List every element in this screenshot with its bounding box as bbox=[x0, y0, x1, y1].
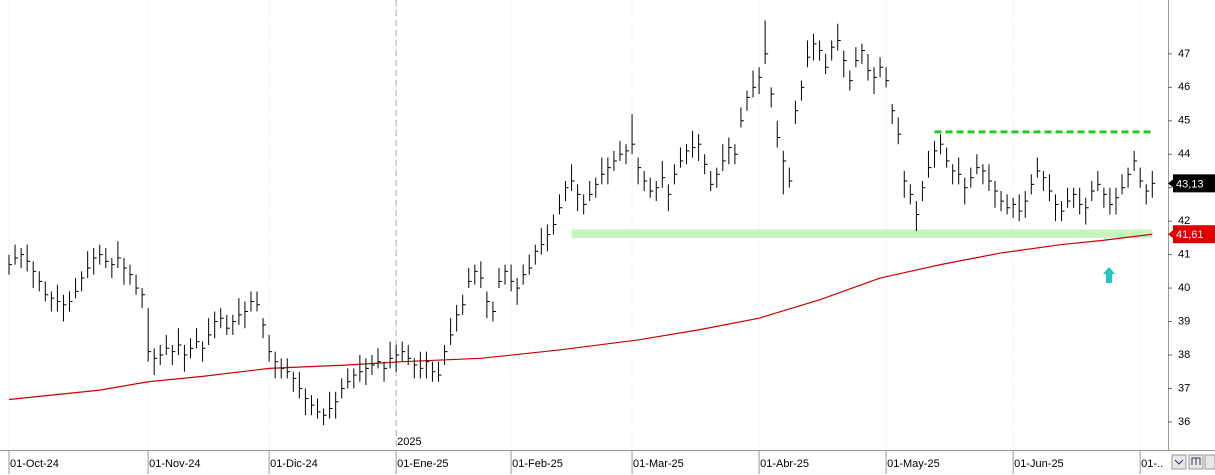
bars-layer bbox=[8, 20, 1156, 426]
y-tick-label: 44 bbox=[1178, 148, 1190, 160]
last-close-label: 43,13 bbox=[1176, 178, 1204, 190]
y-tick-label: 41 bbox=[1178, 249, 1190, 261]
y-tick-label: 36 bbox=[1178, 416, 1190, 428]
x-tick-label: 01-Nov-24 bbox=[149, 458, 200, 470]
y-tick-label: 39 bbox=[1178, 315, 1190, 327]
button-icon bbox=[1191, 457, 1201, 465]
last-average-label: 41,61 bbox=[1176, 229, 1204, 241]
grid-layer bbox=[8, 0, 1141, 450]
x-tick-label: 01-May-25 bbox=[887, 458, 940, 470]
x-tick-label: 01-Dic-24 bbox=[270, 458, 318, 470]
button[interactable] bbox=[1171, 454, 1187, 470]
y-tick-label: 37 bbox=[1178, 382, 1190, 394]
up-arrow-icon bbox=[1103, 267, 1115, 283]
zoom-buttons[interactable] bbox=[1171, 454, 1215, 470]
axis-layer: 36373839404142434445464701-Oct-2401-Nov-… bbox=[8, 48, 1215, 474]
x-tick-label: 01-Jun-25 bbox=[1014, 458, 1064, 470]
y-tick-label: 42 bbox=[1178, 215, 1190, 227]
last-close-pointer bbox=[1168, 179, 1173, 188]
x-tick-label: 01-Feb-25 bbox=[512, 458, 563, 470]
y-tick-label: 45 bbox=[1178, 115, 1190, 127]
y-tick-label: 40 bbox=[1178, 282, 1190, 294]
x-tick-label: 01-Mar-25 bbox=[633, 458, 684, 470]
x-tick-label: 01-Ene-25 bbox=[397, 458, 448, 470]
button[interactable] bbox=[1204, 454, 1215, 470]
support-band bbox=[571, 229, 1153, 238]
y-tick-label: 47 bbox=[1178, 48, 1190, 60]
y-tick-label: 38 bbox=[1178, 349, 1190, 361]
moving-average bbox=[8, 233, 1153, 401]
last-average-pointer bbox=[1168, 230, 1173, 239]
last-average-box bbox=[1173, 225, 1215, 244]
y-tick-label: 46 bbox=[1178, 81, 1190, 93]
x-tick-label: 01-.. bbox=[1141, 458, 1163, 470]
last-close-box bbox=[1173, 174, 1215, 193]
band-layer bbox=[571, 229, 1153, 238]
button-icon bbox=[1174, 459, 1184, 465]
x-tick-label: 01-Oct-24 bbox=[10, 458, 59, 470]
ma-layer bbox=[8, 233, 1153, 401]
year-label: 2025 bbox=[397, 436, 421, 448]
x-tick-label: 01-Abr-25 bbox=[760, 458, 809, 470]
